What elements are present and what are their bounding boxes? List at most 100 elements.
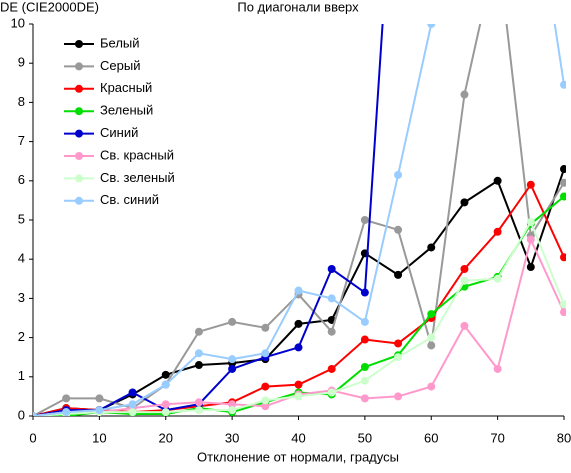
point [427, 243, 436, 252]
point [360, 288, 369, 297]
x-tick-label: 20 [159, 430, 173, 445]
x-tick-label: 10 [92, 430, 106, 445]
legend-marker [75, 84, 83, 93]
point [228, 355, 237, 364]
point [526, 263, 535, 272]
point [327, 294, 336, 303]
point [427, 24, 436, 28]
x-tick-label: 40 [291, 430, 305, 445]
point [62, 394, 71, 403]
y-tick-label: 0 [18, 407, 25, 422]
point [261, 382, 270, 391]
point [261, 323, 270, 332]
point [228, 400, 237, 409]
legend-marker [75, 40, 83, 48]
point [228, 317, 237, 326]
legend-label: Белый [100, 35, 140, 50]
y-tick-label: 5 [18, 211, 25, 226]
point [560, 165, 566, 174]
point [394, 392, 403, 401]
legend-marker [75, 196, 83, 205]
chart-title: По диагонали вверх [237, 0, 359, 14]
x-tick-label: 50 [358, 430, 372, 445]
point [394, 225, 403, 234]
point [294, 319, 303, 328]
legend-marker [75, 62, 83, 71]
point [261, 349, 270, 358]
plot-area [33, 24, 566, 416]
point [394, 353, 403, 362]
point [161, 380, 170, 389]
point [194, 327, 203, 336]
point [360, 376, 369, 385]
y-tick-label: 4 [18, 251, 25, 266]
point [360, 335, 369, 344]
point [493, 274, 502, 283]
point [526, 180, 535, 189]
y-tick-label: 2 [18, 329, 25, 344]
point [128, 400, 137, 409]
point [294, 343, 303, 352]
point [327, 388, 336, 397]
legend-label: Св. синий [100, 192, 159, 207]
point [62, 408, 71, 416]
point [294, 392, 303, 401]
legend-marker [75, 152, 83, 160]
point [161, 400, 170, 409]
x-tick-label: 80 [557, 430, 571, 445]
point [360, 216, 369, 224]
point [33, 412, 37, 416]
x-tick-label: 60 [424, 430, 438, 445]
y-tick-label: 1 [18, 368, 25, 383]
legend-label: Зеленый [100, 103, 153, 118]
y-tick-label: 7 [18, 133, 25, 148]
point [427, 333, 436, 342]
point [493, 176, 502, 185]
x-axis-label: Отклонение от нормали, градусы [197, 449, 399, 464]
point [228, 364, 237, 373]
legend-marker [75, 174, 83, 183]
x-tick-label: 70 [490, 430, 504, 445]
point [560, 178, 566, 187]
point [460, 276, 469, 285]
point [460, 90, 469, 99]
point [194, 349, 203, 358]
point [460, 265, 469, 273]
point [526, 235, 535, 244]
legend-label: Синий [100, 125, 138, 140]
x-tick-label: 30 [225, 430, 239, 445]
legend-marker [75, 129, 83, 138]
point [427, 341, 436, 350]
y-tick-label: 6 [18, 172, 25, 187]
point [394, 270, 403, 279]
point [261, 402, 270, 411]
point [194, 406, 203, 415]
point [128, 388, 137, 397]
point [560, 308, 566, 317]
point [360, 394, 369, 403]
point [294, 286, 303, 295]
y-axis-label: DE (CIE2000DE) [0, 0, 99, 14]
point [194, 398, 203, 407]
y-tick-label: 9 [18, 55, 25, 70]
point [360, 317, 369, 326]
point [128, 408, 137, 416]
point [526, 217, 535, 226]
legend-label: Серый [100, 58, 140, 73]
series-line [33, 24, 384, 416]
y-tick-label: 3 [18, 290, 25, 305]
y-tick-label: 10 [11, 15, 25, 30]
point [161, 370, 170, 379]
point [560, 80, 566, 89]
point [394, 170, 403, 179]
point [460, 321, 469, 330]
legend-label: Красный [100, 80, 152, 95]
point [194, 361, 203, 370]
point [327, 327, 336, 336]
y-tick-label: 8 [18, 94, 25, 109]
point [460, 198, 469, 207]
legend-label: Св. красный [100, 147, 174, 162]
point [228, 406, 237, 415]
point [493, 227, 502, 236]
